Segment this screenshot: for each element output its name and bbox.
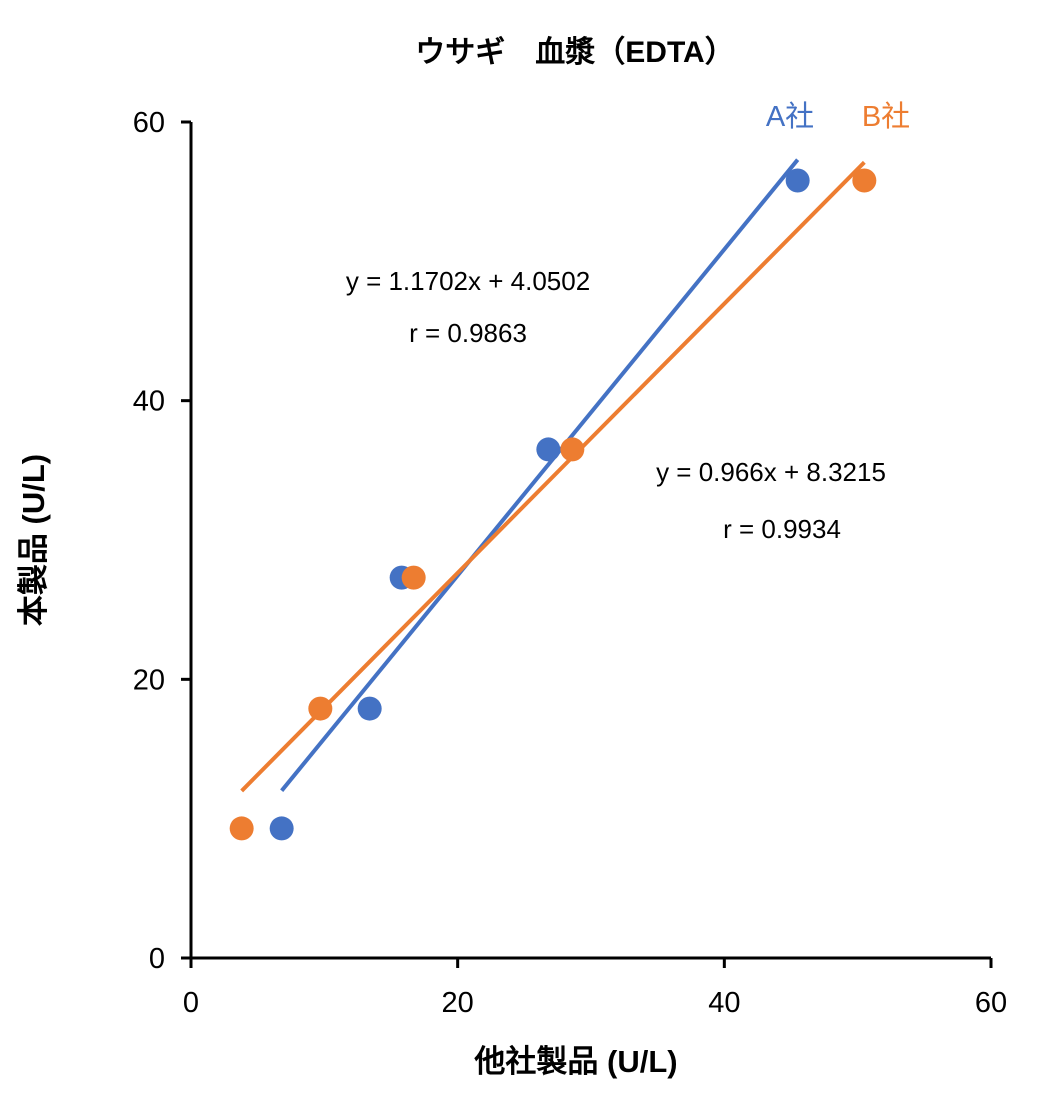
r-value-a: r = 0.9863: [409, 318, 527, 348]
trendline-a: [280, 158, 800, 792]
legend-label-a: A社: [766, 100, 814, 133]
chart-title: ウサギ 血漿（EDTA）: [415, 35, 734, 69]
data-point-b: [229, 816, 254, 841]
y-tick-label: 20: [133, 664, 165, 696]
data-point-a: [269, 816, 294, 841]
x-axis-label: 他社製品 (U/L): [473, 1044, 677, 1079]
trendline-b: [240, 160, 866, 793]
data-point-a: [785, 168, 810, 193]
data-point-a: [357, 696, 382, 721]
equation-a: y = 1.1702x + 4.0502: [346, 266, 590, 296]
data-point-b: [308, 696, 333, 721]
y-tick-label: 60: [133, 107, 165, 139]
x-tick-label: 0: [183, 987, 199, 1019]
legend-label-b: B社: [862, 100, 910, 133]
y-tick-label: 0: [149, 943, 165, 975]
data-point-b: [560, 437, 585, 462]
r-value-b: r = 0.9934: [723, 514, 841, 544]
x-tick-label: 60: [975, 987, 1007, 1019]
data-point-a: [536, 437, 561, 462]
x-tick-label: 20: [442, 987, 474, 1019]
data-point-b: [401, 565, 426, 590]
y-tick-label: 40: [133, 386, 165, 418]
equation-b: y = 0.966x + 8.3215: [656, 457, 886, 487]
y-axis-label: 本製品 (U/L): [16, 454, 51, 626]
x-tick-label: 40: [708, 987, 740, 1019]
data-point-b: [852, 168, 877, 193]
